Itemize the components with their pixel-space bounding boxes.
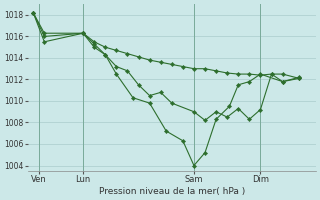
X-axis label: Pression niveau de la mer( hPa ): Pression niveau de la mer( hPa ) xyxy=(99,187,245,196)
